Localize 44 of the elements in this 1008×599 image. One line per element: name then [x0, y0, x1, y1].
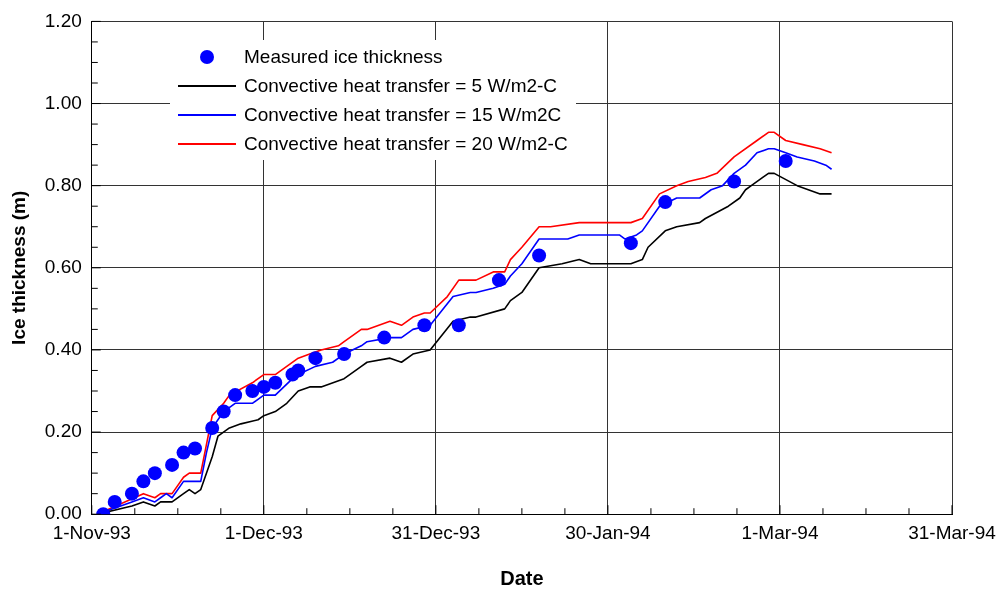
- point: [291, 363, 306, 378]
- point: [256, 379, 271, 394]
- x-tick-label: 31-Mar-94: [908, 521, 997, 543]
- point: [188, 441, 203, 456]
- y-tick-label: 0.20: [44, 420, 82, 442]
- x-tick-label: 1-Nov-93: [52, 521, 131, 543]
- legend-label: Convective heat transfer = 5 W/m2-C: [244, 74, 558, 98]
- point: [228, 388, 243, 403]
- x-tick-label: 1-Mar-94: [741, 521, 819, 543]
- x-tick-label: 1-Dec-93: [224, 521, 303, 543]
- point: [165, 457, 180, 472]
- point: [417, 318, 432, 333]
- point: [268, 375, 283, 390]
- y-axis-title: Ice thickness (m): [7, 190, 29, 345]
- legend-label: Convective heat transfer = 20 W/m2-C: [244, 132, 568, 156]
- y-tick-label: 0.80: [44, 173, 82, 195]
- point: [532, 248, 547, 263]
- x-tick-label: 31-Dec-93: [391, 521, 481, 543]
- y-tick-label: 0.60: [44, 256, 82, 278]
- point: [491, 273, 506, 288]
- point: [205, 420, 220, 435]
- point: [107, 494, 122, 509]
- point: [623, 236, 638, 251]
- x-axis-title: Date: [500, 566, 544, 589]
- y-tick-label: 0.00: [44, 502, 82, 524]
- y-tick-label: 1.00: [44, 91, 82, 113]
- point: [216, 404, 231, 419]
- legend-label: Convective heat transfer = 15 W/m2C: [244, 103, 562, 127]
- point: [245, 384, 260, 398]
- point: [377, 330, 392, 345]
- point: [451, 318, 466, 333]
- point: [147, 466, 162, 481]
- point: [337, 347, 352, 362]
- point: [658, 195, 673, 210]
- point: [727, 174, 742, 189]
- point: [176, 445, 191, 460]
- point: [778, 154, 793, 169]
- point: [136, 474, 151, 489]
- x-tick-label: 30-Jan-94: [565, 521, 652, 543]
- y-tick-label: 0.40: [44, 338, 82, 360]
- point: [124, 486, 139, 501]
- legend-label: Measured ice thickness: [244, 45, 443, 69]
- y-tick-label: 1.20: [44, 9, 82, 31]
- point: [308, 351, 323, 366]
